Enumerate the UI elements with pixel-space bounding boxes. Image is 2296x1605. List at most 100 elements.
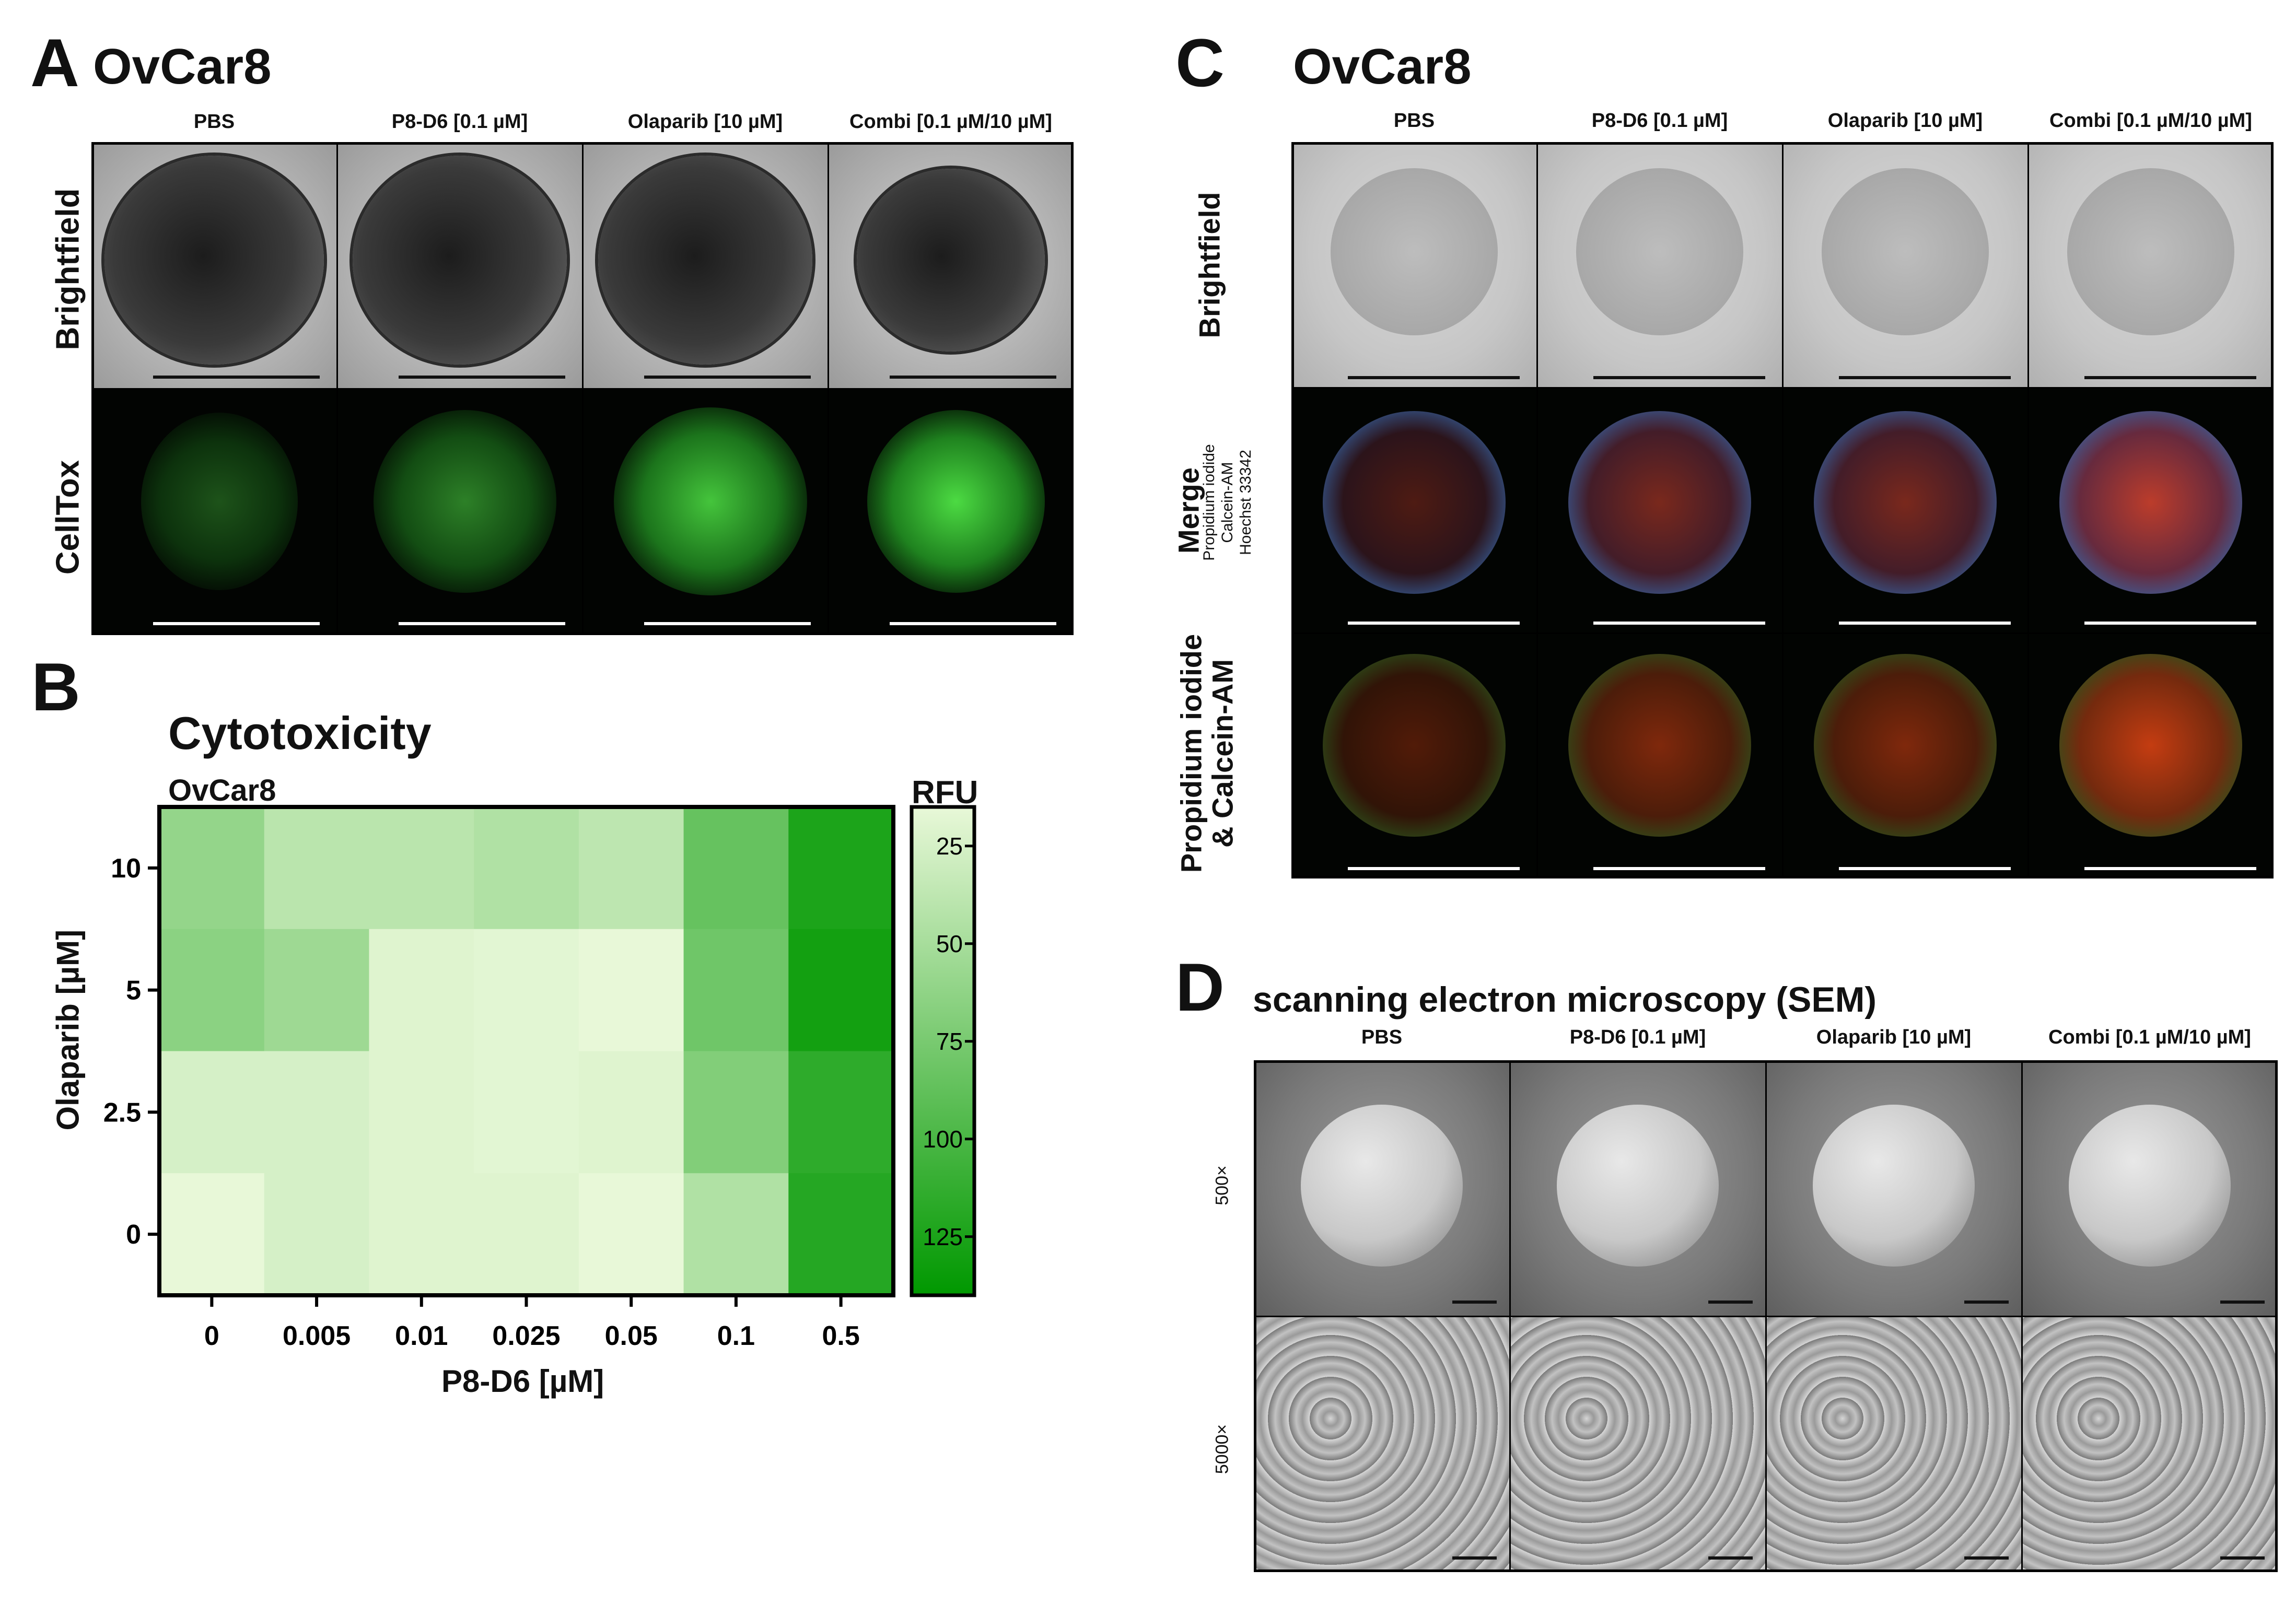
chart-title: Cytotoxicity xyxy=(168,707,432,759)
panel-c-title: OvCar8 xyxy=(1293,39,1472,95)
heatmap-cell xyxy=(369,1173,474,1296)
spheroid xyxy=(104,156,324,365)
merge-signal xyxy=(1814,411,1997,594)
sem-5000x-image xyxy=(2022,1316,2278,1572)
scale-bar xyxy=(1452,1301,1497,1304)
sem-spheroid xyxy=(1301,1105,1463,1267)
heatmap-cell xyxy=(474,929,579,1051)
spheroid xyxy=(353,156,567,365)
scale-bar xyxy=(2084,376,2257,379)
x-tick-label: 0 xyxy=(204,1321,219,1351)
spheroid-brightfield-image xyxy=(828,142,1074,389)
spheroid xyxy=(2067,168,2234,335)
spheroid xyxy=(1576,168,1743,335)
heatmap-cell xyxy=(683,807,789,930)
x-tick-label: 0.01 xyxy=(395,1321,448,1351)
spheroid-celltox-image xyxy=(582,389,828,635)
scale-bar xyxy=(1708,1301,1753,1304)
spheroid xyxy=(857,169,1045,352)
spheroid-merge-image xyxy=(1537,388,1782,633)
spheroid-brightfield-image xyxy=(337,142,582,389)
panel-a-col-header: Olaparib [10 µM] xyxy=(627,111,783,133)
heatmap-cell xyxy=(369,929,474,1051)
panel-c-merge-stain-1: Propidium iodide xyxy=(1201,444,1218,561)
heatmap-cell xyxy=(788,807,894,930)
heatmap-cell xyxy=(683,1173,789,1296)
colorbar-tick-label: 75 xyxy=(936,1028,963,1055)
spheroid-brightfield-image xyxy=(1782,142,2028,388)
spheroid xyxy=(598,156,812,365)
panel-letter-d: D xyxy=(1175,949,1225,1025)
spheroid-merge-image xyxy=(1782,388,2028,633)
spheroid-celltox-image xyxy=(828,389,1074,635)
scale-bar xyxy=(644,376,811,379)
scale-bar xyxy=(2084,867,2257,870)
x-tick-label: 0.05 xyxy=(605,1321,658,1351)
heatmap-cell xyxy=(264,1051,369,1174)
scale-bar xyxy=(153,376,320,379)
pi-calcein-signal xyxy=(1568,654,1751,837)
heatmap-cell xyxy=(683,929,789,1051)
spheroid-merge-image xyxy=(1291,388,1537,633)
heatmap-cell xyxy=(788,1051,894,1174)
sem-5000x-image xyxy=(1254,1316,1510,1572)
heatmap-cell xyxy=(788,929,894,1051)
spheroid-merge-image xyxy=(2028,388,2274,633)
panel-c-col-header: PBS xyxy=(1393,110,1435,132)
scale-bar xyxy=(398,622,566,625)
panel-a-title: OvCar8 xyxy=(93,39,272,95)
scale-bar xyxy=(889,622,1057,625)
sem-500x-image xyxy=(1766,1060,2022,1316)
y-tick-label: 5 xyxy=(126,976,141,1006)
scale-bar xyxy=(2220,1301,2265,1304)
heatmap-cell xyxy=(683,1051,789,1174)
colorbar-tick-label: 100 xyxy=(923,1126,963,1153)
spheroid-brightfield-image xyxy=(582,142,828,389)
heatmap-cell xyxy=(578,929,684,1051)
sem-spheroid xyxy=(1813,1105,1975,1267)
y-axis-label: Olaparib [µM] xyxy=(50,929,86,1131)
colorbar-tick-label: 50 xyxy=(936,930,963,957)
x-tick-label: 0.025 xyxy=(492,1321,560,1351)
scale-bar xyxy=(644,622,811,625)
heatmap-cell xyxy=(264,807,369,930)
celltox-signal xyxy=(867,410,1045,593)
heatmap-cell xyxy=(788,1173,894,1296)
spheroid-celltox-image xyxy=(337,389,582,635)
sem-5000x-image xyxy=(1510,1316,1766,1572)
scale-bar xyxy=(889,376,1057,379)
panel-d-col-header: P8-D6 [0.1 µM] xyxy=(1569,1026,1706,1048)
scale-bar xyxy=(1348,622,1520,625)
x-axis-label: P8-D6 [µM] xyxy=(441,1364,604,1399)
panel-d-row-label: 500× xyxy=(1212,1165,1232,1205)
grid-divider xyxy=(1536,142,1538,878)
spheroid xyxy=(1331,168,1498,335)
scale-bar xyxy=(1452,1556,1497,1560)
y-tick-label: 0 xyxy=(126,1220,141,1250)
scale-bar xyxy=(1348,867,1520,870)
panel-c-col-header: P8-D6 [0.1 µM] xyxy=(1591,110,1728,132)
panel-d-col-header: Combi [0.1 µM/10 µM] xyxy=(2048,1026,2251,1048)
heatmap-cell xyxy=(369,807,474,930)
colorbar-tick-label: 25 xyxy=(936,833,963,860)
panel-d-col-header: PBS xyxy=(1361,1026,1403,1048)
spheroid xyxy=(1822,168,1989,335)
heatmap-cell xyxy=(264,1173,369,1296)
grid-divider xyxy=(1782,142,1784,878)
scale-bar xyxy=(1593,376,1766,379)
heatmap-cell xyxy=(578,807,684,930)
spheroid-celltox-image xyxy=(91,389,337,635)
panel-a-col-header: P8-D6 [0.1 µM] xyxy=(391,111,528,133)
spheroid-brightfield-image xyxy=(2028,142,2274,388)
panel-letter-c: C xyxy=(1175,25,1225,101)
heatmap-cell xyxy=(159,929,265,1051)
panel-c-row-label-pi-line2: & Calcein-AM xyxy=(1206,659,1239,848)
panel-letter-a: A xyxy=(30,25,79,101)
chart-subtitle: OvCar8 xyxy=(168,774,276,807)
panel-c-row-label-brightfield: Brightfield xyxy=(1193,192,1226,338)
scale-bar xyxy=(1593,622,1766,625)
celltox-signal xyxy=(141,413,298,590)
panel-d-title: scanning electron microscopy (SEM) xyxy=(1253,980,1877,1020)
heatmap-cell xyxy=(578,1173,684,1296)
scale-bar xyxy=(1964,1301,2009,1304)
